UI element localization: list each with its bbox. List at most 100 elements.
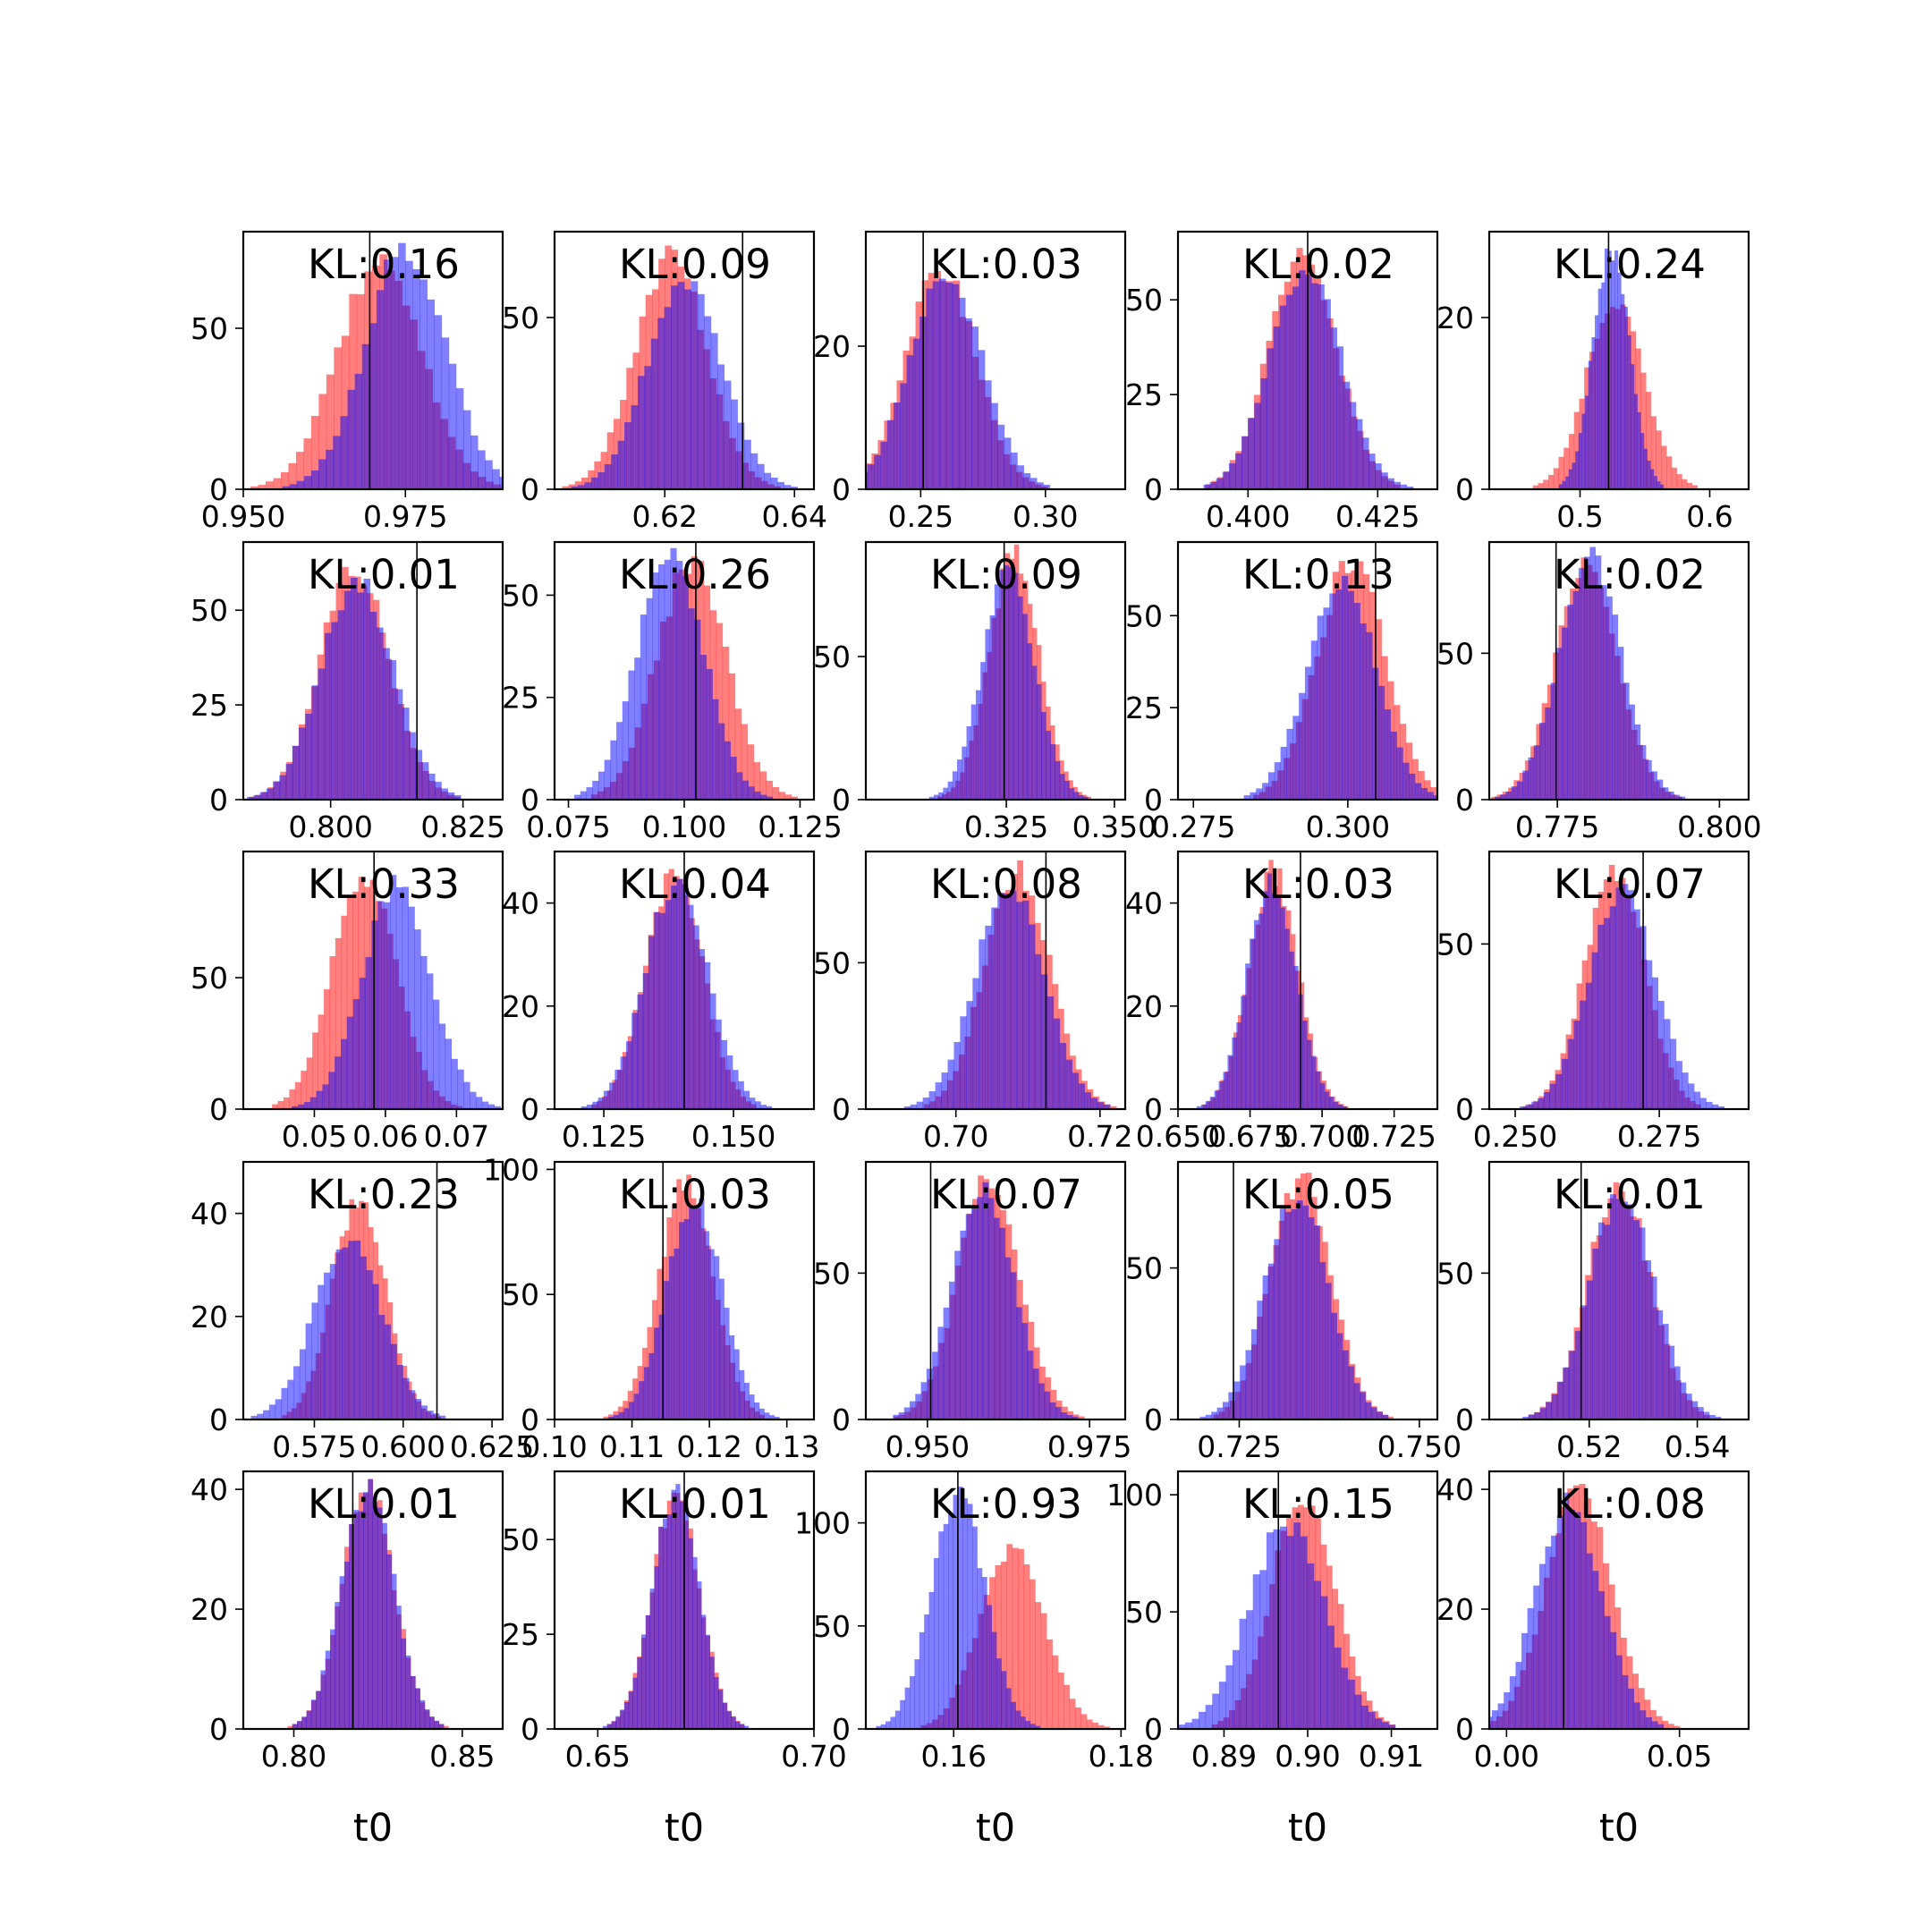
blue-bar: [1631, 364, 1635, 489]
y-tick-label: 0: [1144, 1092, 1163, 1127]
blue-histogram: [1243, 575, 1438, 800]
y-tick-label: 40: [502, 886, 539, 921]
red-bar: [747, 744, 755, 800]
red-bar: [1646, 392, 1652, 489]
kl-annotation: KL:0.01: [1554, 1171, 1706, 1218]
blue-bar: [1522, 770, 1529, 800]
blue-bar: [1064, 780, 1070, 800]
red-bar: [1532, 485, 1538, 489]
blue-bar: [1292, 716, 1300, 800]
red-bar: [1006, 1544, 1013, 1729]
axes-frame: [1487, 850, 1750, 1111]
red-bar: [280, 471, 289, 489]
blue-bar: [1377, 685, 1385, 800]
y-tick-label: 0: [832, 472, 851, 507]
blue-bar: [676, 878, 682, 1109]
blue-bar: [1597, 924, 1605, 1109]
blue-bar: [384, 902, 391, 1109]
blue-bar: [1622, 1674, 1629, 1729]
blue-bar: [604, 464, 612, 489]
blue-bar: [1271, 893, 1277, 1109]
x-tick-label: 0.6: [1686, 499, 1733, 534]
blue-bar: [643, 1367, 649, 1419]
blue-bar: [1381, 472, 1388, 489]
subplot-3-5: 0.250 0.275 0 50 KL:0.07: [1436, 850, 1750, 1154]
blue-bar: [1336, 346, 1344, 489]
blue-bar: [1592, 1571, 1599, 1729]
blue-bar: [339, 1576, 345, 1729]
blue-bar: [967, 1504, 973, 1729]
red-bar: [287, 1725, 293, 1729]
blue-bar: [1572, 462, 1576, 489]
blue-bar: [1036, 683, 1042, 800]
x-tick-label: 0.80: [261, 1739, 326, 1774]
blue-bar: [1589, 547, 1597, 800]
blue-bar: [389, 660, 397, 800]
blue-bar: [637, 1657, 642, 1729]
blue-bar: [398, 242, 406, 489]
x-tick-label: 0.575: [272, 1429, 356, 1464]
blue-bar: [337, 610, 345, 800]
blue-bar: [1607, 250, 1612, 489]
blue-bar: [1567, 604, 1573, 800]
blue-bar: [693, 1205, 699, 1419]
blue-bar: [1581, 413, 1586, 489]
blue-bar: [694, 619, 701, 800]
x-tick-label: 0.65: [565, 1739, 631, 1774]
blue-bar: [263, 1410, 270, 1419]
blue-bar: [363, 579, 371, 800]
blue-bar: [1637, 411, 1641, 489]
blue-bar: [1402, 762, 1410, 800]
blue-bar: [957, 759, 962, 800]
blue-bar: [1059, 1043, 1067, 1109]
kl-annotation: KL:0.15: [1242, 1480, 1394, 1528]
blue-bar: [1286, 728, 1293, 800]
blue-bar: [389, 875, 397, 1109]
blue-bar: [1233, 1381, 1241, 1419]
blue-bar: [311, 1302, 318, 1419]
red-bar: [1691, 485, 1698, 489]
blue-bar: [365, 957, 372, 1109]
axes-frame: [864, 540, 1127, 801]
y-tick-label: 25: [502, 1617, 539, 1652]
kl-annotation: KL:0.01: [308, 551, 460, 598]
blue-bar: [1699, 1097, 1707, 1109]
x-tick-label: 0.12: [676, 1429, 741, 1464]
blue-bar: [1284, 928, 1290, 1109]
blue-bar: [376, 290, 385, 489]
red-bar: [277, 1100, 284, 1109]
blue-bar: [1353, 1383, 1360, 1419]
blue-bar: [250, 1415, 258, 1419]
y-tick-label: 0: [1144, 783, 1163, 818]
blue-bar: [910, 1104, 918, 1109]
y-tick-label: 50: [1436, 636, 1474, 671]
blue-bar: [1216, 1407, 1224, 1419]
blue-bar: [427, 299, 436, 489]
blue-bar: [620, 1709, 625, 1729]
blue-bar: [383, 648, 390, 800]
blue-bar: [293, 1366, 301, 1419]
blue-bar: [729, 1335, 735, 1419]
blue-bar: [1252, 1574, 1260, 1729]
blue-bar: [1240, 1365, 1246, 1419]
blue-bar: [419, 279, 428, 489]
blue-bar: [1640, 745, 1647, 800]
blue-histogram: [608, 1198, 780, 1419]
blue-bar: [382, 1522, 387, 1729]
blue-histogram: [292, 1479, 445, 1729]
blue-bar: [1657, 1000, 1665, 1109]
x-tick-label: 0.125: [758, 809, 842, 844]
blue-bar: [305, 1323, 312, 1419]
blue-histogram: [1203, 270, 1414, 489]
blue-bar: [1342, 1350, 1349, 1419]
blue-bar: [1555, 1073, 1563, 1109]
blue-bar: [906, 355, 914, 489]
kl-annotation: KL:0.02: [1242, 241, 1394, 288]
blue-bar: [1420, 788, 1428, 800]
blue-bar: [1521, 1632, 1529, 1729]
blue-bar: [349, 1523, 354, 1729]
blue-bar: [1279, 305, 1287, 489]
blue-bar: [259, 792, 267, 800]
blue-bar: [348, 1241, 355, 1419]
blue-bar: [1027, 1351, 1034, 1419]
